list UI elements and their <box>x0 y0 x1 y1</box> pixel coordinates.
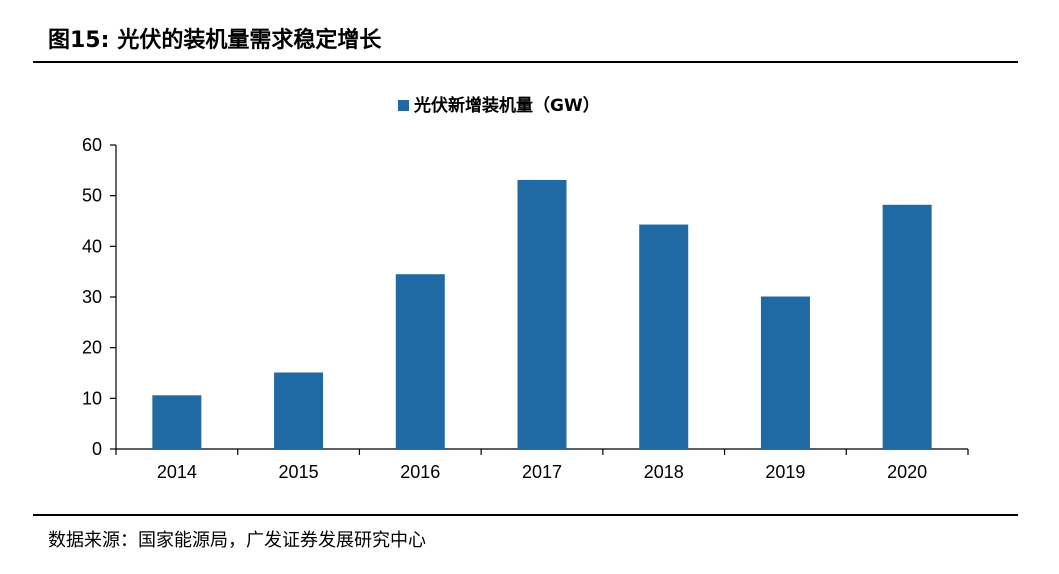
bar-2017 <box>517 179 567 449</box>
figure-title: 光伏的装机量需求稳定增长 <box>117 28 382 53</box>
y-tick-label: 40 <box>82 236 102 256</box>
x-tick-label: 2016 <box>400 462 440 482</box>
footer-rule <box>33 514 1018 516</box>
header-rule <box>33 61 1018 63</box>
legend-swatch <box>398 100 409 111</box>
bar-2016 <box>395 274 445 449</box>
y-tick-label: 50 <box>82 186 102 206</box>
x-tick-label: 2015 <box>279 462 319 482</box>
x-tick-label: 2018 <box>644 462 684 482</box>
y-tick-label: 60 <box>82 135 102 155</box>
y-tick-label: 10 <box>82 388 102 408</box>
y-tick-label: 20 <box>82 338 102 358</box>
figure-header: 图15: 光伏的装机量需求稳定增长 <box>48 22 381 54</box>
y-tick-label: 0 <box>92 439 102 459</box>
y-tick-label: 30 <box>82 287 102 307</box>
x-tick-label: 2017 <box>522 462 562 482</box>
bar-2014 <box>152 395 202 449</box>
x-tick-label: 2020 <box>887 462 927 482</box>
x-tick-label: 2014 <box>157 462 197 482</box>
figure-number: 图15: <box>48 28 110 53</box>
bar-2020 <box>882 204 932 449</box>
bar-2019 <box>760 296 810 449</box>
bar-2015 <box>274 372 324 449</box>
source-note: 数据来源：国家能源局，广发证券发展研究中心 <box>48 530 426 551</box>
bar-2018 <box>639 224 689 449</box>
legend-label: 光伏新增装机量（GW） <box>413 95 600 116</box>
x-tick-label: 2019 <box>765 462 805 482</box>
